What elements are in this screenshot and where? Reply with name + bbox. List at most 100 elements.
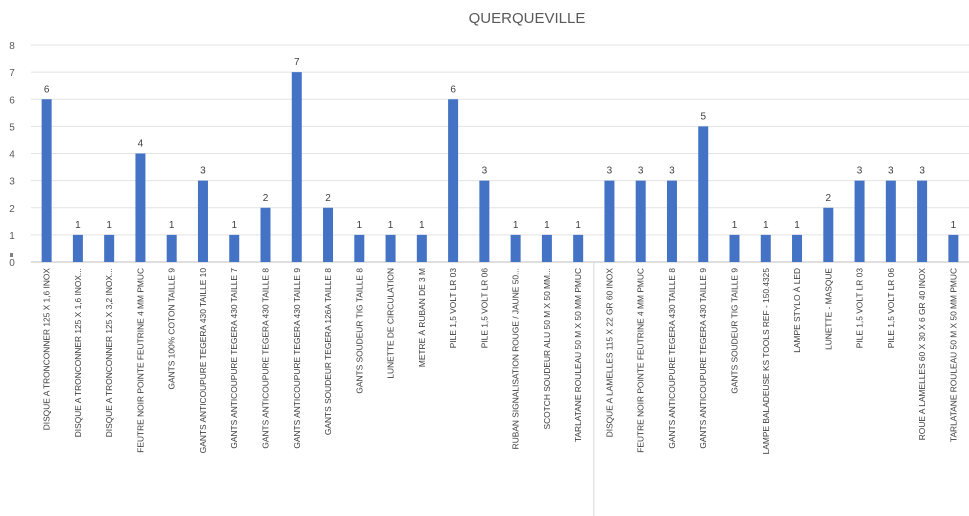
- bar: [698, 126, 709, 262]
- data-label: 2: [263, 193, 269, 204]
- data-label: 6: [450, 84, 456, 95]
- data-label: 1: [575, 220, 581, 231]
- x-tick-label: GANTS ANTICOUPURE TEGERA 430 TAILLE 8: [261, 268, 271, 449]
- gridlines: [31, 44, 969, 263]
- data-label: 1: [169, 220, 175, 231]
- bar: [72, 234, 83, 262]
- x-tick-label: GANTS 100% COTON TAILLE 9: [167, 268, 177, 390]
- bar: [385, 234, 396, 262]
- x-tick-label: DISQUE A TRONCONNER 125 X 3,2 INOX...: [104, 268, 114, 437]
- x-tick-label: METRE À RUBAN DE 3 M: [417, 268, 427, 367]
- bar-series: [41, 72, 959, 262]
- bar: [510, 234, 521, 262]
- bar: [823, 207, 834, 262]
- bar: [760, 234, 771, 262]
- y-tick-label: 8: [9, 41, 15, 52]
- x-tick-label: LUNETTE DE CIRCULATION: [386, 268, 396, 379]
- y-tick-label: 1: [9, 231, 15, 242]
- x-tick-label: DISQUE A TRONCONNER 125 X 1,6 INOX: [42, 268, 52, 431]
- data-label: 2: [826, 193, 832, 204]
- bar: [729, 234, 740, 262]
- data-label: 3: [482, 166, 488, 177]
- bar: [260, 207, 271, 262]
- x-tick-label: GANTS SOUDEUR TIG TAILLE 9: [730, 268, 740, 394]
- bar: [479, 180, 490, 262]
- axis-marker: [10, 253, 13, 257]
- y-tick-label: 3: [9, 177, 15, 188]
- x-tick-label: PILE 1,5 VOLT LR 03: [855, 268, 865, 349]
- data-label: 1: [357, 220, 363, 231]
- data-label: 1: [794, 220, 800, 231]
- data-label: 1: [951, 220, 957, 231]
- data-label: 3: [888, 166, 894, 177]
- x-tick-label: FEUTRE NOIR POINTE FEUTRINE 4 MM PMUC: [135, 268, 145, 453]
- x-tick-label: FEUTRE NOIR POINTE FEUTRINE 4 MM PMUC: [636, 268, 646, 453]
- data-label: 2: [325, 193, 331, 204]
- bar: [135, 153, 146, 262]
- bar: [166, 234, 177, 262]
- data-label: 1: [544, 220, 550, 231]
- data-label: 3: [607, 166, 613, 177]
- x-tick-label: PILE 1,5 VOLT LR 06: [479, 268, 489, 349]
- data-label: 3: [919, 166, 925, 177]
- bar: [948, 234, 959, 262]
- x-tick-label: PILE 1,5 VOLT LR 03: [448, 268, 458, 349]
- bar: [41, 99, 52, 262]
- bar: [541, 234, 552, 262]
- x-tick-label: DISQUE A LAMELLES 115 X 22 GR 60 INOX: [604, 268, 614, 438]
- data-label: 3: [200, 166, 206, 177]
- x-tick-label: GANTS ANTICOUPURE TEGERA 430 TAILLE 8: [667, 268, 677, 449]
- y-axis: 0 1 2 3 4 5 6 7 8: [9, 41, 15, 269]
- x-tick-label: RUBAN SIGNALISATION ROUGE / JAUNE 50...: [511, 268, 521, 449]
- bar: [197, 180, 208, 262]
- bar: [792, 234, 803, 262]
- x-tick-label: TARLATANE ROULEAU 50 M X 50 MM PMUC: [573, 268, 583, 442]
- bar: [229, 234, 240, 262]
- chart-title: QUERQUEVILLE: [469, 10, 586, 27]
- data-label: 1: [419, 220, 425, 231]
- x-tick-label: SCOTCH SOUDEUR ALU 50 M X 50 MM...: [542, 268, 552, 429]
- y-tick-label: 4: [9, 150, 15, 161]
- x-tick-label: PILE 1,5 VOLT LR 06: [886, 268, 896, 349]
- data-label: 1: [763, 220, 769, 231]
- y-tick-label: 2: [9, 204, 15, 215]
- data-label: 1: [732, 220, 738, 231]
- data-label: 1: [75, 220, 81, 231]
- bar: [323, 207, 334, 262]
- x-tick-label: LAMPE BALADEUSE KS TOOLS REF - 150.4325: [761, 268, 771, 455]
- x-tick-label: DISQUE A TRONCONNER 125 X 1,6 INOX...: [73, 268, 83, 437]
- bar: [917, 180, 928, 262]
- data-label: 1: [231, 220, 237, 231]
- data-label: 3: [638, 166, 644, 177]
- bar: [354, 234, 365, 262]
- bar: [416, 234, 427, 262]
- x-tick-label: ROUE A LAMELLES 60 X 30 X 6 GR 40 INOX: [917, 268, 927, 441]
- bar: [104, 234, 115, 262]
- data-label: 1: [388, 220, 394, 231]
- x-tick-label: GANTS ANTICOUPURE TEGERA 430 TAILLE 9: [292, 268, 302, 449]
- data-label: 1: [106, 220, 112, 231]
- x-tick-label: TARLATANE ROULEAU 50 M X 50 MM PMUC: [948, 268, 958, 442]
- x-tick-label: GANTS ANTICOUPURE TEGERA 430 TAILLE 9: [698, 268, 708, 449]
- x-tick-label: GANTS ANTICOUPURE TEGERA 430 TAILLE 10: [198, 268, 208, 454]
- data-label: 3: [857, 166, 863, 177]
- data-label: 6: [44, 84, 50, 95]
- x-tick-label: LAMPE STYLO À LED: [792, 268, 802, 353]
- x-tick-label: GANTS SOUDEUR TIG TAILLE 8: [354, 268, 364, 394]
- data-label: 5: [700, 111, 706, 122]
- bar: [604, 180, 615, 262]
- y-tick-label: 5: [9, 122, 15, 133]
- bar: [854, 180, 865, 262]
- data-label: 1: [513, 220, 519, 231]
- y-tick-label: 6: [9, 95, 15, 106]
- bar: [635, 180, 646, 262]
- bar: [885, 180, 896, 262]
- data-label: 3: [669, 166, 675, 177]
- data-label: 7: [294, 57, 300, 68]
- bar: [448, 99, 459, 262]
- x-tick-label: GANTS ANTICOUPURE TEGERA 430 TAILLE 7: [229, 268, 239, 449]
- y-tick-label: 0: [9, 258, 15, 269]
